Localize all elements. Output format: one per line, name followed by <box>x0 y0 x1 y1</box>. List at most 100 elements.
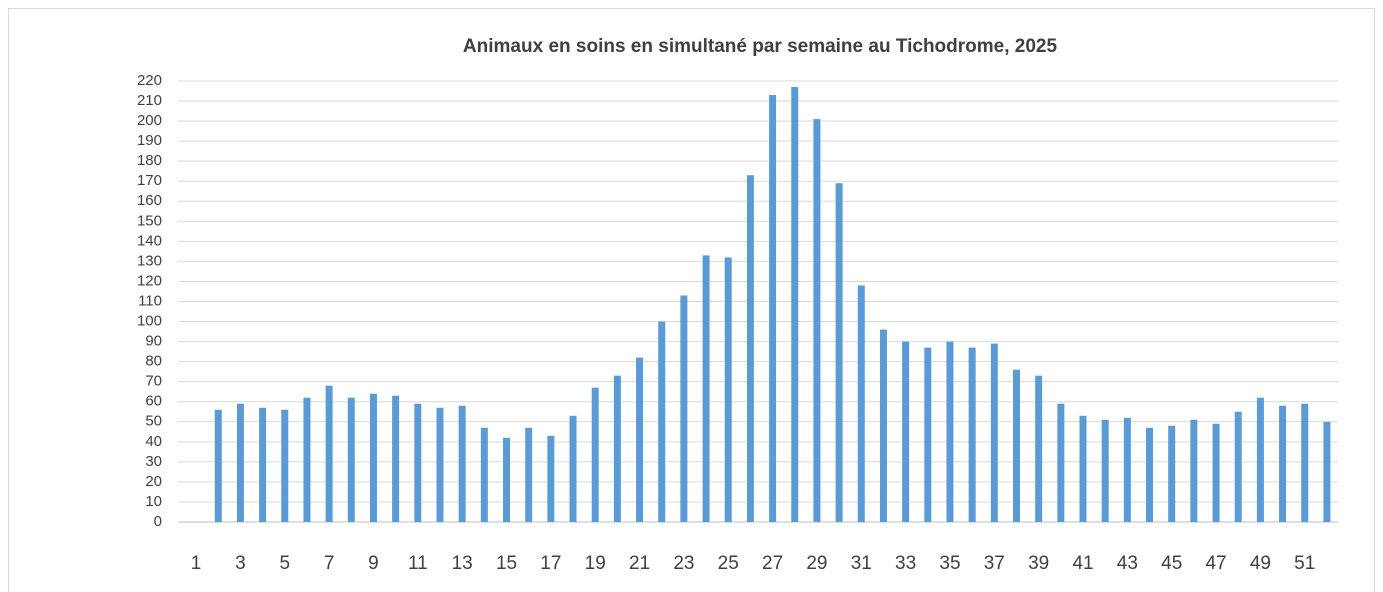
bar <box>791 87 799 522</box>
x-tick-label: 49 <box>1250 553 1271 574</box>
bar <box>769 95 777 523</box>
bar <box>857 285 865 522</box>
x-tick-label: 3 <box>235 553 246 574</box>
bar <box>1301 403 1309 522</box>
y-tick-label: 20 <box>145 473 162 490</box>
bar <box>1190 419 1198 522</box>
bar <box>1212 423 1220 522</box>
bar <box>702 255 710 523</box>
bar <box>1012 369 1020 522</box>
bar <box>1234 411 1242 522</box>
chart-frame <box>8 8 1375 592</box>
x-tick-label: 27 <box>762 553 783 574</box>
x-tick-label: 1 <box>191 553 202 574</box>
x-tick-label: 7 <box>324 553 335 574</box>
x-tick-label: 31 <box>851 553 872 574</box>
bar <box>1256 397 1264 522</box>
x-tick-label: 25 <box>718 553 739 574</box>
y-tick-label: 170 <box>137 172 162 189</box>
bar <box>613 375 621 522</box>
bar <box>813 119 821 522</box>
y-tick-label: 30 <box>145 453 162 470</box>
bar <box>236 403 244 522</box>
y-tick-label: 140 <box>137 232 162 249</box>
y-tick-label: 110 <box>138 292 162 309</box>
bar <box>547 435 555 522</box>
x-tick-label: 29 <box>806 553 827 574</box>
x-tick-label: 15 <box>496 553 517 574</box>
x-tick-label: 23 <box>673 553 694 574</box>
x-tick-label: 35 <box>939 553 960 574</box>
x-tick-label: 51 <box>1294 553 1315 574</box>
y-tick-label: 120 <box>137 272 162 289</box>
bar <box>724 257 732 522</box>
y-tick-label: 100 <box>137 313 162 330</box>
bar <box>458 405 466 522</box>
x-tick-label: 33 <box>895 553 916 574</box>
bar <box>1123 417 1131 522</box>
bar <box>1057 403 1065 522</box>
bar <box>347 397 355 522</box>
bar <box>1168 425 1176 522</box>
x-tick-label: 19 <box>585 553 606 574</box>
bar <box>303 397 311 522</box>
x-tick-label: 45 <box>1161 553 1182 574</box>
bar <box>525 427 533 522</box>
bar <box>746 175 754 523</box>
bar <box>968 347 976 522</box>
y-tick-label: 60 <box>145 393 162 410</box>
bar <box>1146 427 1154 522</box>
bar <box>658 321 666 522</box>
bar <box>1079 415 1087 522</box>
y-tick-label: 220 <box>137 72 162 89</box>
y-tick-label: 160 <box>137 192 162 209</box>
bar <box>680 295 688 522</box>
x-tick-label: 13 <box>452 553 473 574</box>
bar <box>1323 421 1331 522</box>
y-tick-label: 200 <box>137 112 162 129</box>
bar <box>1279 405 1287 522</box>
bar <box>835 183 843 522</box>
bar <box>569 415 577 522</box>
bar <box>436 407 444 522</box>
bar <box>879 329 887 522</box>
bar <box>924 347 932 522</box>
y-tick-label: 90 <box>145 333 162 350</box>
x-tick-label: 47 <box>1205 553 1226 574</box>
bar <box>636 357 644 522</box>
y-tick-label: 210 <box>137 92 162 109</box>
bar <box>325 385 333 522</box>
bar <box>259 407 267 522</box>
x-tick-label: 41 <box>1072 553 1093 574</box>
bar <box>281 409 289 522</box>
x-tick-label: 5 <box>279 553 290 574</box>
x-tick-label: 37 <box>984 553 1005 574</box>
y-tick-label: 190 <box>137 132 162 149</box>
bar <box>392 395 400 522</box>
bar <box>902 341 910 522</box>
bar <box>591 387 599 522</box>
x-tick-label: 39 <box>1028 553 1049 574</box>
x-tick-label: 17 <box>540 553 561 574</box>
y-tick-label: 130 <box>137 252 162 269</box>
y-tick-label: 80 <box>145 353 162 370</box>
bar <box>990 343 998 522</box>
bar <box>946 341 954 522</box>
x-tick-label: 11 <box>408 553 428 574</box>
bar <box>503 437 511 522</box>
bar <box>369 393 377 522</box>
x-tick-label: 9 <box>368 553 379 574</box>
x-tick-label: 43 <box>1117 553 1138 574</box>
y-tick-label: 150 <box>137 212 162 229</box>
y-tick-label: 40 <box>145 433 162 450</box>
x-tick-label: 21 <box>629 553 650 574</box>
y-tick-label: 0 <box>154 513 162 530</box>
y-tick-label: 10 <box>145 493 162 510</box>
bar <box>1101 419 1109 522</box>
y-tick-label: 70 <box>145 373 162 390</box>
bar <box>1035 375 1043 522</box>
bar <box>214 409 222 522</box>
chart-title: Animaux en soins en simultané par semain… <box>463 36 1058 57</box>
y-tick-label: 180 <box>137 152 162 169</box>
